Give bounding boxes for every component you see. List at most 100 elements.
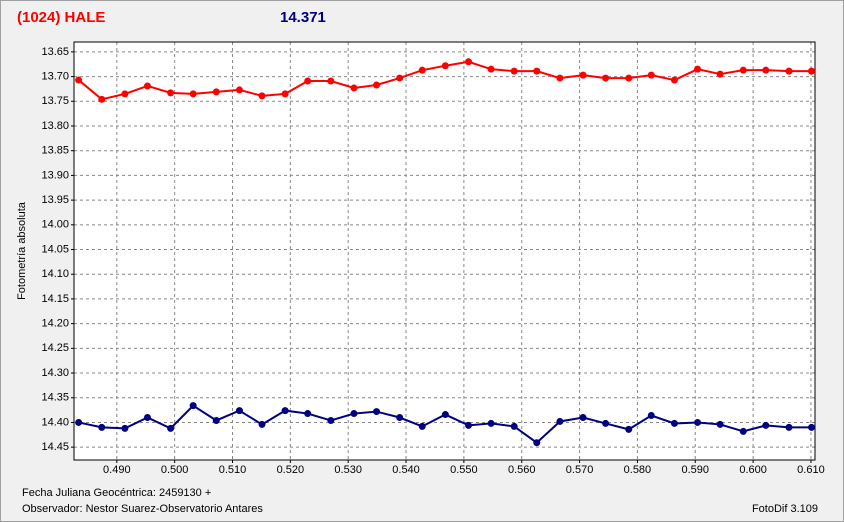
point <box>441 411 449 419</box>
point <box>716 420 724 428</box>
point <box>808 423 816 431</box>
point <box>670 419 678 427</box>
y-tick-label: 14.20 <box>41 318 69 330</box>
point <box>212 88 220 96</box>
y-tick-label: 13.95 <box>41 194 69 206</box>
y-tick-label: 14.05 <box>41 243 69 255</box>
x-tick-label: 0.540 <box>392 464 420 476</box>
x-tick-label: 0.550 <box>450 464 478 476</box>
chart-title: (1024) HALE <box>17 9 105 26</box>
software: FotoDif 3.109 <box>752 503 818 515</box>
y-tick-label: 14.30 <box>41 367 69 379</box>
point <box>258 92 266 100</box>
point <box>189 402 197 410</box>
x-tick-label: 0.560 <box>508 464 536 476</box>
point <box>121 90 129 98</box>
point <box>647 412 655 420</box>
point <box>510 422 518 430</box>
x-tick-label: 0.600 <box>739 464 767 476</box>
y-tick-label: 13.90 <box>41 169 69 181</box>
point <box>465 421 473 429</box>
point <box>556 74 564 82</box>
point <box>235 86 243 94</box>
point <box>258 420 266 428</box>
x-tick-label: 0.510 <box>219 464 247 476</box>
point <box>327 416 335 424</box>
point <box>373 408 381 416</box>
point <box>785 67 793 75</box>
point <box>121 424 129 432</box>
point <box>556 417 564 425</box>
y-tick-label: 14.15 <box>41 293 69 305</box>
point <box>143 414 151 422</box>
y-axis-label: Fotometría absoluta <box>16 201 28 300</box>
point <box>579 414 587 422</box>
y-tick-label: 13.65 <box>41 46 69 58</box>
point <box>304 77 312 85</box>
point <box>739 427 747 435</box>
y-tick-label: 14.25 <box>41 342 69 354</box>
observer: Observador: Nestor Suarez-Observatorio A… <box>22 503 263 515</box>
point <box>418 66 426 74</box>
point <box>98 423 106 431</box>
x-tick-label: 0.610 <box>797 464 825 476</box>
point <box>579 71 587 79</box>
point <box>418 422 426 430</box>
magnitude: 14.371 <box>280 9 326 26</box>
point <box>235 407 243 415</box>
point <box>625 74 633 82</box>
plot-border <box>73 41 816 461</box>
y-tick-label: 14.45 <box>41 441 69 453</box>
point <box>98 95 106 103</box>
point <box>189 90 197 98</box>
point <box>625 425 633 433</box>
x-tick-label: 0.590 <box>681 464 709 476</box>
point <box>762 421 770 429</box>
y-tick-label: 13.75 <box>41 95 69 107</box>
point <box>762 66 770 74</box>
point <box>694 418 702 426</box>
point <box>465 58 473 66</box>
point <box>647 71 655 79</box>
point <box>533 439 541 447</box>
point <box>602 74 610 82</box>
point <box>533 67 541 75</box>
point <box>670 76 678 84</box>
y-tick-label: 14.10 <box>41 268 69 280</box>
x-axis-label: Fecha Juliana Geocéntrica: 2459130 + <box>22 487 211 499</box>
point <box>694 65 702 73</box>
point <box>396 74 404 82</box>
point <box>487 65 495 73</box>
x-tick-label: 0.500 <box>161 464 189 476</box>
point <box>510 67 518 75</box>
x-tick-label: 0.580 <box>624 464 652 476</box>
point <box>75 76 83 84</box>
x-tick-label: 0.530 <box>334 464 362 476</box>
y-tick-label: 13.85 <box>41 145 69 157</box>
x-tick-label: 0.520 <box>277 464 305 476</box>
point <box>167 89 175 97</box>
y-tick-label: 14.35 <box>41 392 69 404</box>
point <box>167 424 175 432</box>
y-tick-label: 13.80 <box>41 120 69 132</box>
point <box>350 84 358 92</box>
y-tick-label: 14.00 <box>41 219 69 231</box>
point <box>281 407 289 415</box>
point <box>785 423 793 431</box>
point <box>281 90 289 98</box>
point <box>373 81 381 89</box>
point <box>350 410 358 418</box>
point <box>212 416 220 424</box>
point <box>441 62 449 70</box>
x-tick-label: 0.490 <box>103 464 131 476</box>
point <box>143 82 151 90</box>
x-tick-label: 0.570 <box>566 464 594 476</box>
point <box>75 418 83 426</box>
point <box>808 67 816 75</box>
point <box>304 410 312 418</box>
point <box>716 70 724 78</box>
point <box>739 66 747 74</box>
plot-area <box>74 42 815 460</box>
point <box>602 419 610 427</box>
